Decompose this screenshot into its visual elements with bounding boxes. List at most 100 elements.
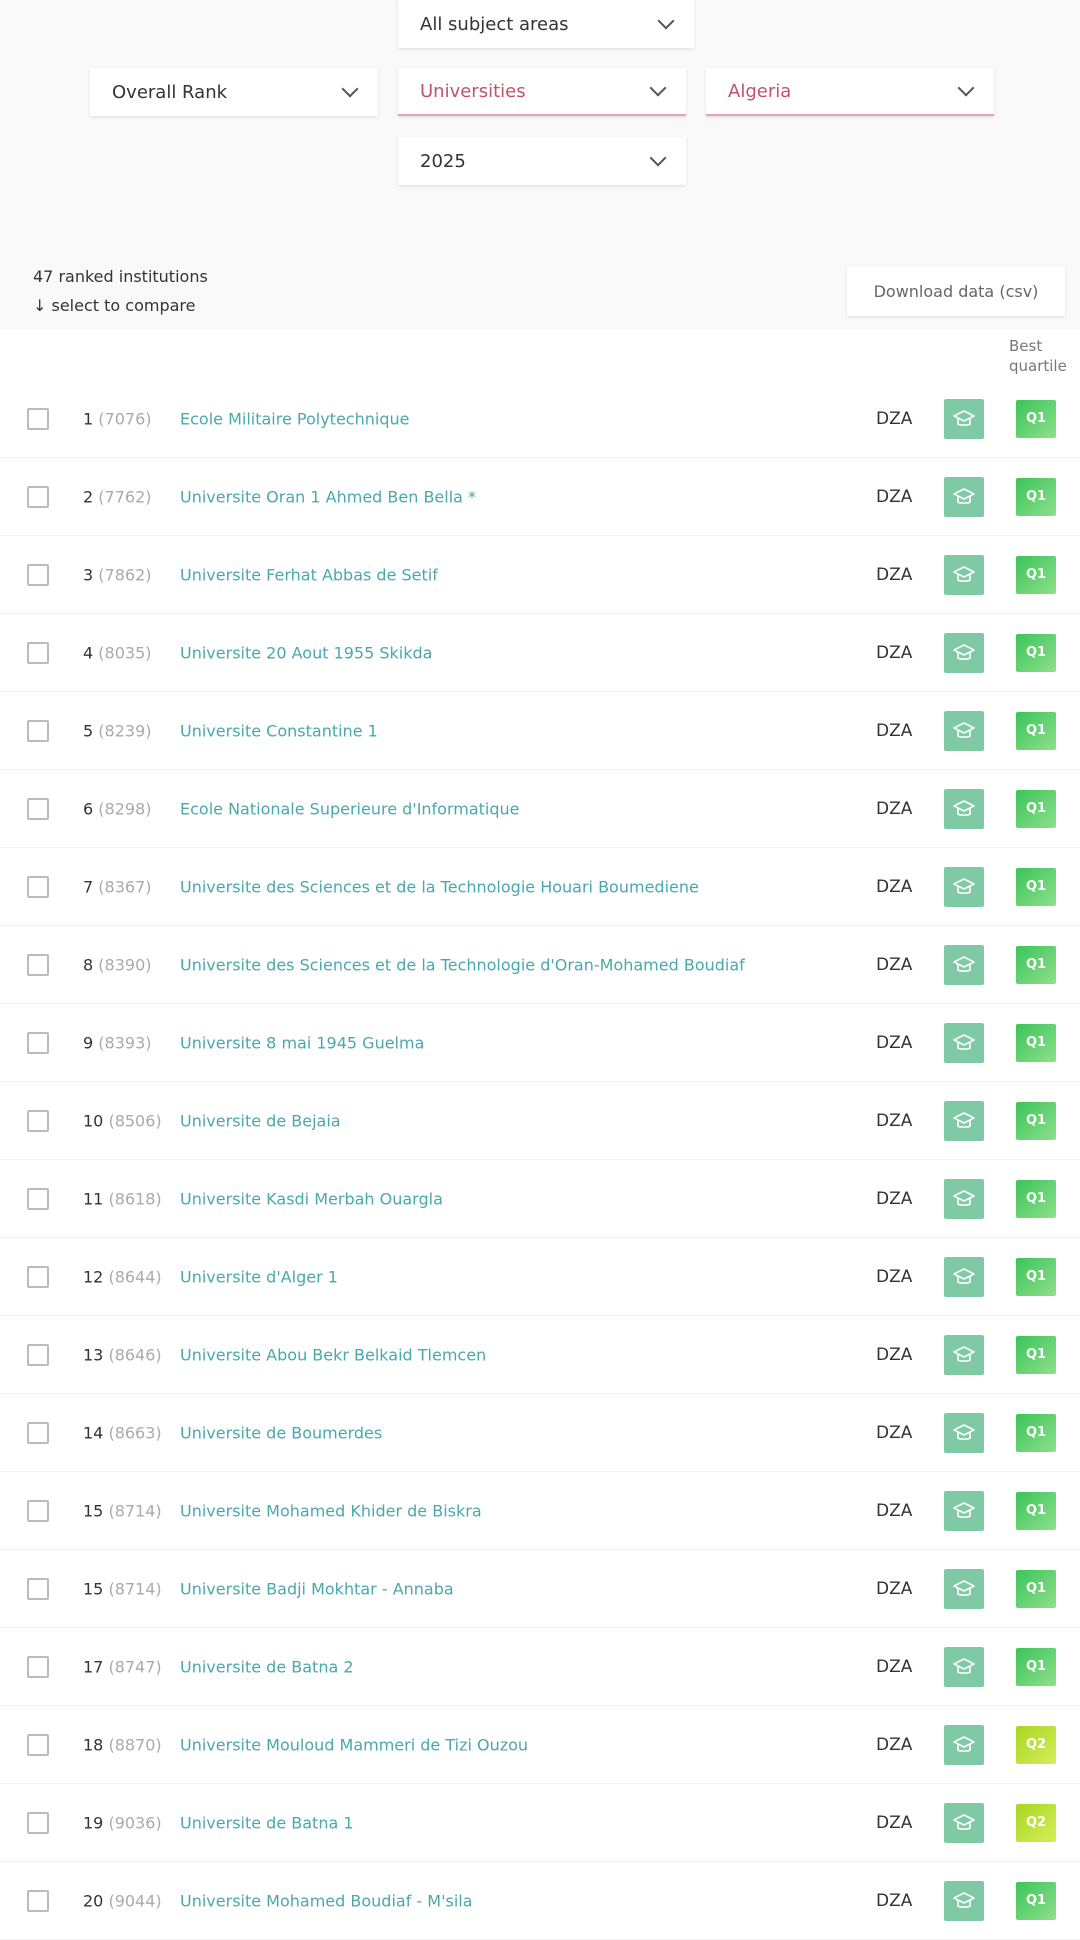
country-code: DZA	[876, 1890, 913, 1911]
institution-link[interactable]: Universite Kasdi Merbah Ouargla	[180, 1189, 443, 1208]
compare-checkbox[interactable]	[27, 1655, 49, 1678]
quartile-badge: Q1	[1016, 1023, 1056, 1062]
institution-link[interactable]: Universite Mohamed Khider de Biskra	[180, 1501, 482, 1520]
compare-checkbox[interactable]	[27, 485, 49, 508]
table-row: 12 (8644) Universite d'Alger 1 DZA Q1	[0, 1238, 1080, 1316]
rank-cell: 6 (8298)	[83, 799, 151, 818]
quartile-badge: Q1	[1016, 633, 1056, 672]
country-code: DZA	[876, 1500, 913, 1521]
country-value: Algeria	[728, 80, 792, 102]
graduation-cap-icon	[944, 1646, 984, 1687]
rank-number: 17	[83, 1657, 104, 1676]
compare-checkbox[interactable]	[27, 641, 49, 664]
rank-score: (8239)	[98, 721, 152, 740]
rank-type-select[interactable]: Overall Rank	[90, 68, 378, 116]
rank-number: 20	[83, 1891, 104, 1910]
institution-link[interactable]: Universite Mouloud Mammeri de Tizi Ouzou	[180, 1735, 529, 1754]
compare-checkbox[interactable]	[27, 563, 49, 586]
rank-score: (8035)	[98, 643, 152, 662]
country-code: DZA	[876, 876, 913, 897]
best-quartile-header: Best quartile	[1009, 336, 1067, 376]
chevron-down-icon	[341, 80, 359, 98]
subject-area-select[interactable]: All subject areas	[398, 0, 694, 48]
rank-score: (8870)	[108, 1735, 162, 1754]
quartile-badge: Q1	[1016, 1257, 1056, 1296]
compare-checkbox[interactable]	[27, 1109, 49, 1132]
rank-score: (8393)	[98, 1033, 152, 1052]
quartile-header-line1: Best	[1009, 337, 1043, 355]
graduation-cap-icon	[944, 632, 984, 673]
rank-number: 15	[83, 1579, 104, 1598]
table-row: 13 (8646) Universite Abou Bekr Belkaid T…	[0, 1316, 1080, 1394]
rank-cell: 9 (8393)	[83, 1033, 151, 1052]
compare-checkbox[interactable]	[27, 1031, 49, 1054]
table-row: 14 (8663) Universite de Boumerdes DZA Q1	[0, 1394, 1080, 1472]
country-select[interactable]: Algeria	[706, 68, 994, 116]
rank-type-value: Overall Rank	[112, 81, 228, 103]
institution-link[interactable]: Universite d'Alger 1	[180, 1267, 338, 1286]
institution-link[interactable]: Universite Abou Bekr Belkaid Tlemcen	[180, 1345, 487, 1364]
country-code: DZA	[876, 486, 913, 507]
institution-link[interactable]: Universite de Batna 1	[180, 1813, 354, 1832]
rank-score: (8747)	[108, 1657, 162, 1676]
year-select[interactable]: 2025	[398, 137, 686, 185]
rank-cell: 2 (7762)	[83, 487, 151, 506]
graduation-cap-icon	[944, 866, 984, 907]
rank-cell: 14 (8663)	[83, 1423, 162, 1442]
compare-checkbox[interactable]	[27, 1187, 49, 1210]
institution-link[interactable]: Ecole Militaire Polytechnique	[180, 409, 410, 428]
compare-checkbox[interactable]	[27, 1343, 49, 1366]
graduation-cap-icon	[944, 1568, 984, 1609]
rank-cell: 18 (8870)	[83, 1735, 162, 1754]
rank-number: 18	[83, 1735, 104, 1754]
table-row: 6 (8298) Ecole Nationale Superieure d'In…	[0, 770, 1080, 848]
rank-cell: 4 (8035)	[83, 643, 151, 662]
compare-checkbox[interactable]	[27, 1811, 49, 1834]
compare-checkbox[interactable]	[27, 719, 49, 742]
institution-link[interactable]: Universite de Batna 2	[180, 1657, 354, 1676]
institution-link[interactable]: Universite de Bejaia	[180, 1111, 341, 1130]
table-row: 15 (8714) Universite Mohamed Khider de B…	[0, 1472, 1080, 1550]
rank-score: (8663)	[108, 1423, 162, 1442]
institution-link[interactable]: Universite Ferhat Abbas de Setif	[180, 565, 438, 584]
compare-checkbox[interactable]	[27, 1577, 49, 1600]
rank-cell: 11 (8618)	[83, 1189, 162, 1208]
quartile-badge: Q2	[1016, 1803, 1056, 1842]
institution-link[interactable]: Universite de Boumerdes	[180, 1423, 383, 1442]
rank-cell: 17 (8747)	[83, 1657, 162, 1676]
ranked-count: 47 ranked institutions	[33, 267, 208, 286]
rank-score: (8618)	[108, 1189, 162, 1208]
compare-checkbox[interactable]	[27, 797, 49, 820]
institution-link[interactable]: Ecole Nationale Superieure d'Informatiqu…	[180, 799, 520, 818]
compare-checkbox[interactable]	[27, 1499, 49, 1522]
compare-checkbox[interactable]	[27, 875, 49, 898]
download-csv-button[interactable]: Download data (csv)	[847, 266, 1065, 316]
graduation-cap-icon	[944, 710, 984, 751]
rank-cell: 12 (8644)	[83, 1267, 162, 1286]
institution-link[interactable]: Universite Badji Mokhtar - Annaba	[180, 1579, 454, 1598]
institution-link[interactable]: Universite des Sciences et de la Technol…	[180, 877, 699, 896]
sector-select[interactable]: Universities	[398, 68, 686, 116]
institution-link[interactable]: Universite Oran 1 Ahmed Ben Bella *	[180, 487, 477, 506]
country-code: DZA	[876, 1656, 913, 1677]
table-row: 10 (8506) Universite de Bejaia DZA Q1	[0, 1082, 1080, 1160]
institution-link[interactable]: Universite 8 mai 1945 Guelma	[180, 1033, 425, 1052]
graduation-cap-icon	[944, 1100, 984, 1141]
compare-checkbox[interactable]	[27, 1889, 49, 1912]
table-row: 11 (8618) Universite Kasdi Merbah Ouargl…	[0, 1160, 1080, 1238]
rank-number: 4	[83, 643, 94, 662]
institution-link[interactable]: Universite Constantine 1	[180, 721, 378, 740]
compare-checkbox[interactable]	[27, 953, 49, 976]
table-row: 7 (8367) Universite des Sciences et de l…	[0, 848, 1080, 926]
compare-checkbox[interactable]	[27, 1421, 49, 1444]
institution-link[interactable]: Universite des Sciences et de la Technol…	[180, 955, 745, 974]
institution-link[interactable]: Universite 20 Aout 1955 Skikda	[180, 643, 433, 662]
table-row: 15 (8714) Universite Badji Mokhtar - Ann…	[0, 1550, 1080, 1628]
quartile-header-line2: quartile	[1009, 357, 1067, 375]
compare-checkbox[interactable]	[27, 1265, 49, 1288]
institution-link[interactable]: Universite Mohamed Boudiaf - M'sila	[180, 1891, 473, 1910]
compare-checkbox[interactable]	[27, 407, 49, 430]
compare-checkbox[interactable]	[27, 1733, 49, 1756]
quartile-badge: Q1	[1016, 867, 1056, 906]
quartile-badge: Q1	[1016, 1569, 1056, 1608]
